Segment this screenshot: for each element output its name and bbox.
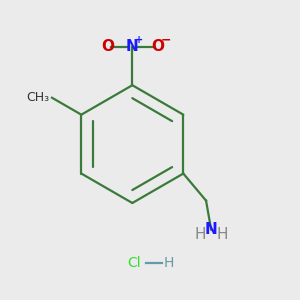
- Text: N: N: [205, 222, 217, 237]
- Text: +: +: [135, 35, 143, 46]
- Text: Cl: Cl: [127, 256, 141, 270]
- Text: N: N: [126, 39, 139, 54]
- Text: H: H: [217, 226, 228, 242]
- Text: H: H: [164, 256, 174, 270]
- Text: O: O: [151, 39, 164, 54]
- Text: −: −: [161, 34, 171, 47]
- Text: H: H: [194, 226, 206, 242]
- Text: O: O: [101, 39, 114, 54]
- Text: CH₃: CH₃: [26, 91, 50, 104]
